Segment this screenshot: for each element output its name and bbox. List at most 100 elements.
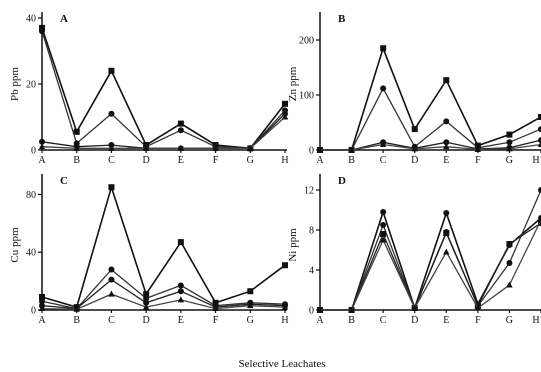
data-point: [281, 113, 289, 120]
data-point: [39, 24, 45, 31]
data-point: [73, 128, 80, 135]
data-point: [538, 187, 541, 193]
series-line: [41, 116, 286, 149]
data-point: [108, 184, 115, 191]
x-tick-label: C: [108, 315, 115, 326]
data-point: [177, 296, 185, 303]
data-point: [73, 144, 80, 151]
series-line: [320, 143, 541, 151]
series-line: [320, 222, 541, 311]
y-tick-label: 20: [26, 80, 36, 91]
x-tick-label: E: [178, 315, 184, 326]
series-line: [320, 87, 541, 151]
y-tick-label: 8: [309, 226, 314, 237]
x-tick-label: A: [316, 155, 324, 166]
data-point: [177, 239, 184, 246]
data-point: [537, 141, 541, 147]
data-point: [443, 118, 450, 125]
x-tick-label: H: [281, 315, 288, 326]
x-tick-label: H: [532, 315, 539, 326]
y-axis-label: Ni ppm: [287, 228, 299, 262]
x-tick-label: E: [443, 155, 449, 166]
data-point: [177, 144, 185, 151]
data-point: [177, 127, 184, 134]
panel-d: 0 4 8 12 A B C D E F G H Ni ppm D: [287, 174, 541, 326]
y-tick-label: 12: [304, 186, 314, 197]
series-1: [39, 24, 288, 152]
data-point: [443, 139, 450, 146]
data-point: [474, 145, 482, 152]
x-tick-label: E: [443, 315, 449, 326]
data-point: [316, 306, 324, 313]
series-4: [316, 216, 541, 313]
data-point: [443, 248, 450, 255]
x-tick-label: D: [411, 155, 418, 166]
series-1: [317, 45, 541, 153]
series-line: [320, 189, 541, 311]
panel-b: 0 100 200 A B C D E F G H Zn ppm B: [287, 12, 541, 166]
y-tick-label: 40: [26, 14, 36, 25]
series-line: [41, 268, 286, 310]
x-tick-label: B: [348, 315, 355, 326]
data-point: [282, 262, 288, 269]
x-tick-label: C: [108, 155, 115, 166]
series-line: [320, 45, 541, 151]
data-point: [506, 131, 513, 138]
data-point: [247, 144, 254, 151]
data-point: [380, 45, 387, 52]
x-tick-label: C: [380, 155, 387, 166]
series-4: [38, 290, 289, 312]
x-tick-label: C: [380, 315, 387, 326]
data-point: [443, 77, 450, 84]
x-tick-label: H: [532, 155, 539, 166]
data-point: [108, 110, 115, 117]
y-tick-label: 0: [31, 146, 36, 157]
x-tick-label: F: [213, 315, 219, 326]
y-tick-label: 0: [31, 306, 36, 317]
x-tick-label: G: [506, 315, 513, 326]
data-point: [380, 209, 387, 215]
x-tick-label: F: [475, 315, 481, 326]
y-tick-label: 4: [309, 266, 314, 277]
data-point: [537, 216, 541, 223]
data-point: [39, 298, 45, 305]
y-tick-label: 40: [26, 248, 36, 259]
data-point: [348, 306, 355, 313]
data-point: [212, 144, 219, 151]
series-4: [316, 141, 541, 153]
x-tick-label: A: [38, 315, 46, 326]
series-4: [38, 113, 289, 151]
x-tick-label: G: [247, 155, 254, 166]
data-point: [506, 260, 513, 266]
x-tick-label: D: [143, 315, 150, 326]
y-tick-label: 200: [299, 36, 314, 47]
data-point: [39, 294, 45, 300]
data-point: [177, 120, 184, 127]
data-point: [379, 141, 387, 147]
data-point: [506, 139, 513, 146]
x-tick-label: B: [348, 155, 355, 166]
data-point: [380, 231, 387, 237]
x-axis-title: Selective Leachates: [238, 358, 325, 370]
data-point: [281, 303, 289, 310]
x-tick-label: H: [281, 155, 288, 166]
data-point: [143, 295, 150, 302]
y-axis-label: Cu ppm: [9, 227, 21, 263]
x-tick-label: E: [178, 155, 184, 166]
data-point: [380, 222, 387, 228]
data-point: [38, 305, 46, 312]
data-point: [143, 291, 150, 298]
panel-label: A: [60, 13, 68, 25]
data-point: [108, 266, 115, 273]
data-point: [316, 146, 324, 153]
series-line: [41, 278, 286, 310]
x-tick-label: G: [247, 315, 254, 326]
data-point: [108, 290, 115, 297]
y-tick-label: 0: [309, 146, 314, 157]
panel-a: 0 20 40 A B C D E F G H Pb ppm A: [9, 12, 289, 166]
data-point: [380, 85, 387, 92]
y-axis-label: Pb ppm: [9, 67, 21, 101]
panel-label: C: [60, 175, 68, 187]
